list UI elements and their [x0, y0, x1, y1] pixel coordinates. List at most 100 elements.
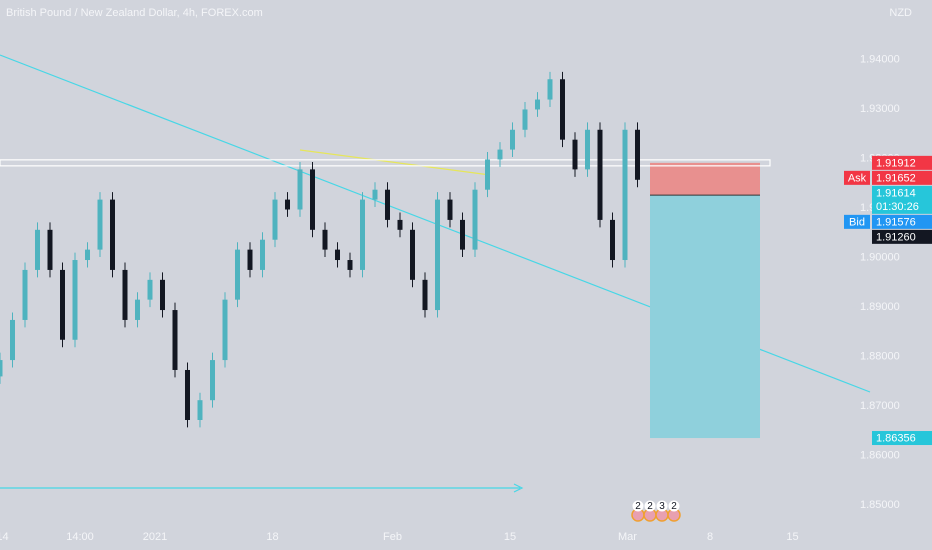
chart-title: British Pound / New Zealand Dollar, 4h, … [6, 7, 263, 19]
y-tick-label: 1.85000 [860, 499, 900, 511]
candle-body [172, 310, 178, 370]
candle-body [47, 229, 53, 270]
x-tick-label: 18 [266, 531, 278, 543]
candle-body [360, 199, 365, 270]
event-badge [656, 500, 668, 512]
price-label-box [872, 229, 932, 244]
level-band [0, 159, 771, 167]
x-tick-label: 8 [707, 531, 713, 543]
event-count: 2 [635, 501, 641, 512]
candle-body [10, 319, 15, 361]
price-tag-box [844, 170, 870, 185]
event-count: 2 [671, 501, 677, 512]
price-label-box [872, 170, 932, 185]
x-tick-label: 2021 [143, 531, 167, 543]
y-tick-label: 1.93000 [860, 103, 900, 115]
y-tick-label: 1.88000 [860, 351, 900, 363]
candle-body [22, 269, 28, 320]
candle-body [410, 229, 415, 280]
x-tick-label: Mar [618, 531, 637, 543]
candle-body [635, 129, 640, 180]
candle-body [622, 129, 628, 261]
candle-body [472, 189, 478, 250]
x-tick-label: Feb [383, 531, 402, 543]
price-label: 1.91652 [876, 172, 916, 184]
price-label-box [872, 214, 932, 229]
price-tag: Bid [849, 216, 865, 228]
candle-body [560, 79, 565, 140]
target-zone [650, 195, 760, 439]
event-badge [668, 500, 680, 512]
y-tick-label: 1.90000 [860, 251, 900, 263]
candle-body [322, 229, 328, 250]
candle-body [510, 129, 515, 150]
countdown: 01:30:26 [876, 201, 919, 213]
price-label-box [872, 431, 932, 446]
candle-body [185, 369, 190, 420]
candle-body [435, 199, 440, 311]
price-tag-box [844, 214, 870, 229]
y-tick-label: 1.87000 [860, 400, 900, 412]
candle-body [135, 299, 140, 320]
candle-body [110, 199, 115, 270]
candle-body [235, 249, 240, 300]
candle-body [197, 400, 203, 420]
event-count: 3 [659, 501, 665, 512]
price-label-box [872, 155, 932, 170]
candle-body [535, 99, 540, 110]
y-tick-label: 1.94000 [860, 53, 900, 65]
candle-body [122, 269, 128, 320]
event-badge [644, 500, 656, 512]
price-label: 1.91576 [876, 216, 916, 228]
candle-body [397, 219, 403, 230]
stop-zone [650, 162, 760, 196]
candle-body [97, 199, 103, 250]
candle-body [85, 249, 90, 261]
candle-body [297, 169, 303, 210]
arrow-head [513, 483, 524, 493]
candle-body [160, 279, 165, 311]
price-label: 1.86356 [876, 432, 916, 444]
candle-body [310, 169, 315, 230]
candle-body [422, 279, 428, 311]
candle-body [60, 269, 65, 340]
candle-body [247, 249, 253, 270]
candle-body [260, 239, 265, 270]
x-tick-label: 14 [0, 531, 9, 543]
price-label-box [872, 185, 932, 214]
candle-body [35, 229, 40, 270]
candle-body [347, 260, 353, 270]
candle-body [460, 219, 465, 250]
y-tick-label: 1.86000 [860, 450, 900, 462]
candle-body [485, 159, 490, 190]
candle-body [335, 249, 340, 261]
price-label: 1.91614 [876, 187, 916, 199]
x-tick-label: 15 [504, 531, 516, 543]
candle-body [585, 129, 590, 170]
currency: NZD [889, 7, 912, 19]
candle-body [147, 279, 153, 300]
candle-body [447, 199, 453, 220]
candle-body [272, 199, 278, 240]
candle-body [385, 189, 390, 220]
candle-body [597, 129, 603, 220]
price-label: 1.91260 [876, 231, 916, 243]
candle-body [0, 360, 3, 377]
candle-body [285, 199, 290, 210]
candle-body [497, 149, 503, 160]
candle-body [547, 79, 553, 100]
candle-body [372, 189, 378, 200]
price-tag: Ask [848, 172, 867, 184]
trend-line [299, 149, 491, 176]
candle-body [522, 109, 528, 130]
price-label: 1.91912 [876, 157, 916, 169]
candle-body [210, 360, 215, 401]
x-tick-label: 15 [786, 531, 798, 543]
candle-body [222, 299, 228, 361]
event-count: 2 [647, 501, 653, 512]
y-tick-label: 1.89000 [860, 301, 900, 313]
event-badge [632, 500, 644, 512]
x-tick-label: 14:00 [66, 531, 94, 543]
